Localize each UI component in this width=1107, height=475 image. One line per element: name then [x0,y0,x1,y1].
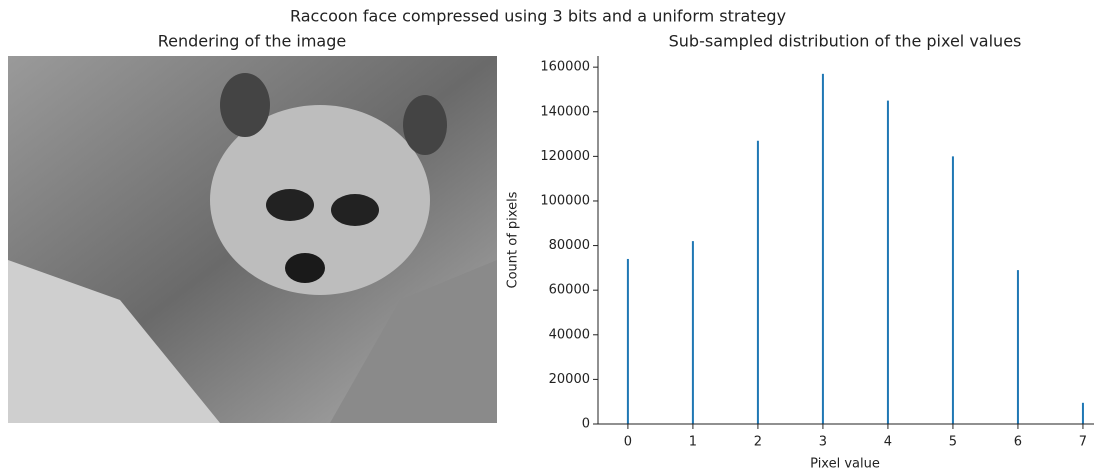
bar [692,241,694,424]
figure: Raccoon face compressed using 3 bits and… [0,0,1107,475]
bar [1017,270,1019,424]
y-axis-label: Count of pixels [506,191,521,288]
x-tick-label: 5 [949,435,957,450]
bar [757,141,759,424]
figure-title: Raccoon face compressed using 3 bits and… [290,7,786,26]
chart-title: Sub-sampled distribution of the pixel va… [669,32,1022,51]
x-tick-label: 7 [1079,435,1087,450]
y-tick-label: 80000 [549,238,590,253]
y-tick-label: 100000 [540,193,590,208]
image-title: Rendering of the image [158,32,346,51]
bar [822,74,824,424]
x-tick-label: 3 [819,435,827,450]
y-tick-label: 40000 [549,327,590,342]
x-tick-label: 6 [1014,435,1022,450]
y-tick-label: 120000 [540,149,590,164]
x-tick-label: 0 [624,435,632,450]
bar [1082,403,1084,424]
x-tick-label: 2 [754,435,762,450]
image [8,56,497,423]
y-tick-label: 160000 [540,60,590,75]
bar [627,259,629,424]
bar [952,156,954,424]
y-tick-label: 0 [582,417,590,432]
x-tick-label: 1 [689,435,697,450]
x-tick-label: 4 [884,435,892,450]
bar [887,101,889,424]
x-axis-label: Pixel value [810,457,880,472]
y-tick-label: 60000 [549,283,590,298]
y-tick-label: 140000 [540,104,590,119]
y-tick-label: 20000 [549,372,590,387]
